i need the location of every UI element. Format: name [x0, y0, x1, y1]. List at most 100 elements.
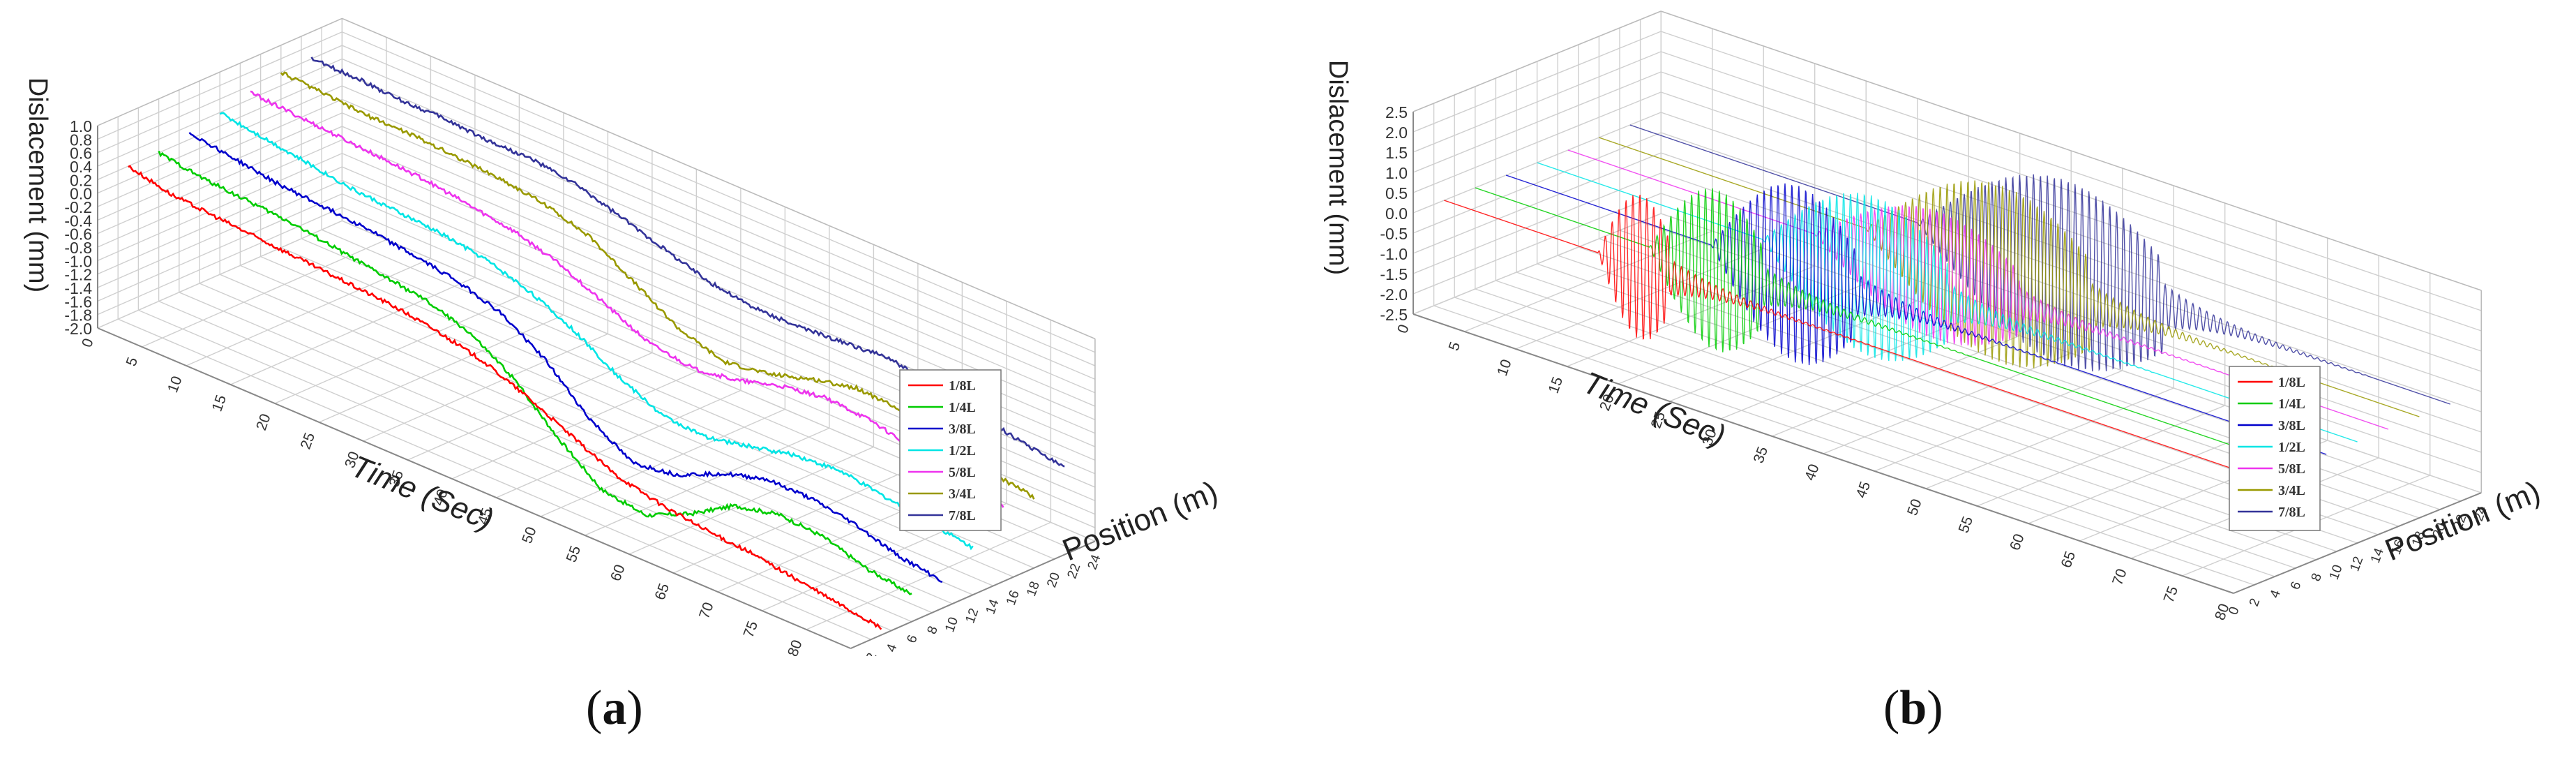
series-line-1-8L — [128, 165, 882, 630]
z-tick-label: 0.8 — [70, 131, 92, 149]
legend-label: 1/8L — [2278, 375, 2305, 390]
legend: 1/8L 1/4L 3/8L 1/2L 5/8L 3/4L 7/8L — [2229, 366, 2321, 531]
legend-label: 7/8L — [949, 508, 976, 523]
x-tick-label: 75 — [2161, 584, 2182, 605]
chart-panel-a: 1.0 0.8 0.6 0.4 0.2 0.0 -0.2 -0.4 -0.6 -0.8 -1.0 -1… — [0, 0, 1288, 656]
z-tick-label: -0.4 — [64, 211, 92, 230]
x-tick-label: 45 — [1853, 480, 1874, 500]
caption-a-letter: a — [602, 681, 627, 735]
x-tick-label: 15 — [209, 393, 230, 414]
caption-a-open: ( — [586, 681, 603, 735]
z-tick-label: -1.8 — [64, 306, 92, 325]
x-tick-label: 5 — [123, 355, 142, 369]
x-tick-label: 10 — [165, 374, 186, 395]
z-tick-label: 2.5 — [1385, 103, 1408, 121]
series-line-3-8L — [188, 131, 943, 583]
z-tick-label: -2.0 — [64, 320, 92, 338]
x-tick-label: 0 — [1394, 322, 1413, 336]
z-tick-label: -0.5 — [1380, 225, 1408, 243]
y-tick-label: 6 — [904, 633, 920, 645]
z-tick-label: -1.0 — [64, 252, 92, 270]
axis-frame — [1413, 10, 2482, 594]
x-tick-label: 55 — [1956, 514, 1977, 535]
caption-b: (b) — [1883, 681, 1943, 736]
series-line-1-4L — [1475, 187, 2296, 468]
legend-label: 7/8L — [2278, 505, 2305, 520]
y-tick-label: 20 — [1044, 571, 1063, 590]
z-tick-label: 0.0 — [70, 185, 92, 203]
y-axis-title: Position (m) — [2381, 475, 2545, 567]
y-tick-label: 16 — [1004, 588, 1023, 607]
legend-label: 3/8L — [949, 422, 976, 437]
legend-label: 1/2L — [2278, 440, 2305, 455]
z-tick-label: -1.5 — [1380, 265, 1408, 283]
y-tick-label: 4 — [884, 642, 900, 655]
grid-lines — [97, 17, 1096, 649]
z-tick-label: 0.4 — [70, 158, 92, 176]
series-line-1-2L — [219, 112, 974, 551]
caption-b-close: ) — [1927, 681, 1943, 735]
z-tick-label: -1.2 — [64, 266, 92, 284]
z-tick-label: -1.6 — [64, 292, 92, 311]
x-tick-label: 25 — [298, 431, 319, 452]
z-tick-label: -0.8 — [64, 239, 92, 257]
series-line-1-4L — [158, 150, 912, 595]
x-tick-label: 5 — [1446, 340, 1464, 353]
x-tick-label: 75 — [741, 619, 762, 640]
x-tick-label: 60 — [2007, 532, 2028, 553]
x-axis-line — [1413, 313, 2234, 594]
z-tick-label: 1.5 — [1385, 144, 1408, 162]
y-tick-label: 4 — [2268, 588, 2284, 600]
y-tick-label: 8 — [925, 624, 941, 636]
x-axis-line — [97, 327, 851, 649]
z-axis-title: Dislacement (mm) — [1323, 60, 1353, 275]
z-axis-title: Dislacement (mm) — [23, 77, 52, 292]
z-tick-label: 0.5 — [1385, 184, 1408, 202]
chart-b-svg: 2.5 2.0 1.5 1.0 0.5 0.0 -0.5 -1.0 -1.5 -2.0 -2.50 5… — [1323, 10, 2545, 623]
y-tick-label: 18 — [1024, 579, 1043, 598]
x-tick-label: 80 — [785, 638, 806, 656]
y-tick-label: 8 — [2309, 572, 2325, 584]
z-tick-label: 0.6 — [70, 144, 92, 163]
legend-label: 1/8L — [949, 378, 976, 394]
z-tick-label: 0.2 — [70, 171, 92, 189]
x-tick-label: 70 — [2109, 567, 2130, 588]
x-tick-label: 40 — [1802, 462, 1823, 483]
x-tick-label: 20 — [253, 412, 274, 433]
series-line-7-8L — [1629, 124, 2450, 405]
legend-label: 1/2L — [949, 443, 976, 459]
x-tick-label: 15 — [1546, 375, 1567, 396]
y-tick-label: 14 — [2368, 546, 2387, 565]
legend-label: 3/8L — [2278, 418, 2305, 433]
series-line-3-8L — [1505, 174, 2327, 455]
z-tick-label: -0.2 — [64, 198, 92, 216]
z-tick-label: -1.0 — [1380, 245, 1408, 263]
legend-label: 3/4L — [949, 486, 976, 502]
legend-label: 5/8L — [2278, 461, 2305, 477]
y-tick-label: 2 — [2247, 597, 2263, 609]
chart-panel-b: 2.5 2.0 1.5 1.0 0.5 0.0 -0.5 -1.0 -1.5 -2.0 -2.5 0 5… — [1288, 0, 2576, 656]
y-axis-title: Position (m) — [1058, 475, 1223, 567]
x-tick-label: 60 — [608, 563, 628, 584]
legend: 1/8L 1/4L 3/8L 1/2L 5/8L 3/4L 7/8L — [899, 369, 1002, 531]
x-tick-label: 50 — [1904, 497, 1925, 518]
series-group — [128, 57, 1065, 630]
grid-lines — [1413, 10, 2482, 594]
x-tick-label: 65 — [652, 581, 673, 602]
series-line-1-8L — [1444, 194, 2265, 480]
y-tick-label: 12 — [2347, 555, 2366, 574]
z-tick-label: -2.5 — [1380, 306, 1408, 324]
caption-b-letter: b — [1899, 681, 1927, 735]
z-tick-label: 2.0 — [1385, 124, 1408, 142]
caption-b-open: ( — [1883, 681, 1900, 735]
x-tick-label: 70 — [696, 600, 717, 621]
x-tick-label: 55 — [564, 544, 585, 565]
axis-frame — [97, 17, 1096, 649]
z-tick-label: 1.0 — [1385, 164, 1408, 182]
x-tick-label: 50 — [519, 525, 540, 546]
z-tick-label: -0.6 — [64, 225, 92, 244]
legend-label: 1/4L — [2278, 396, 2305, 412]
x-tick-label: 0 — [79, 336, 97, 350]
y-tick-label: 2 — [864, 651, 880, 656]
y-axis-line — [2233, 492, 2482, 594]
